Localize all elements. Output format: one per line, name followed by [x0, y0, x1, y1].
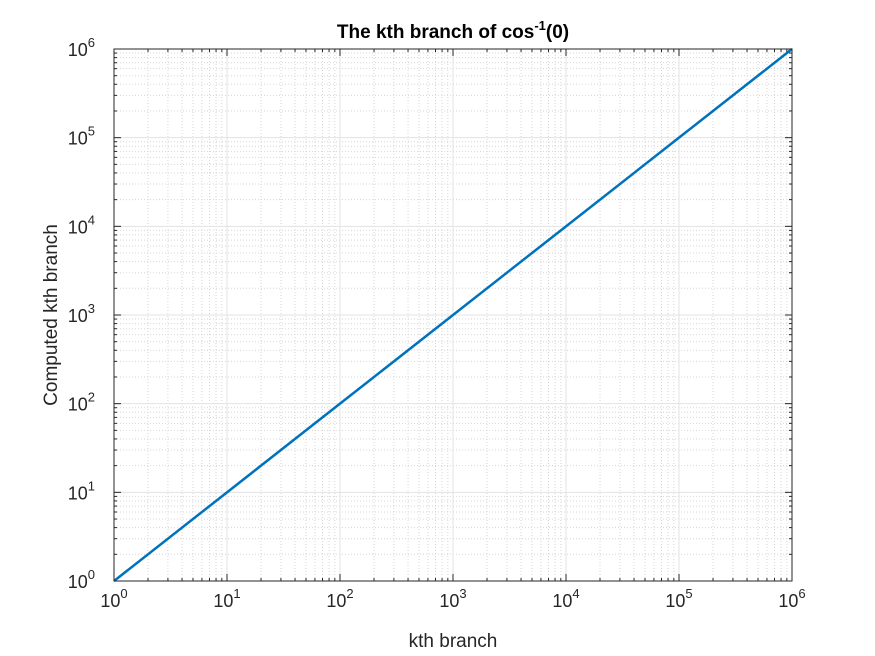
- x-tick-label: 103: [439, 586, 466, 611]
- x-tick-label: 104: [552, 586, 579, 611]
- x-tick-label: 102: [326, 586, 353, 611]
- y-tick-label: 100: [68, 567, 95, 592]
- chart-title-superscript: -1: [534, 18, 546, 33]
- x-tick-labels: 100 101 102 103 104 105 106: [100, 586, 805, 611]
- x-tick-label: 106: [778, 586, 805, 611]
- tick-marks: [113, 48, 793, 582]
- x-tick-label: 100: [100, 586, 127, 611]
- y-tick-label: 105: [68, 124, 95, 149]
- chart-title-suffix: (0): [546, 22, 569, 43]
- x-tick-label: 105: [665, 586, 692, 611]
- chart-title: The kth branch of cos-1(0): [337, 18, 569, 43]
- y-tick-label: 101: [68, 478, 95, 503]
- x-axis-label: kth branch: [409, 631, 498, 652]
- y-axis-label: Computed kth branch: [41, 224, 62, 406]
- x-tick-label: 101: [213, 586, 240, 611]
- y-tick-label: 106: [68, 35, 95, 60]
- y-tick-label: 104: [68, 212, 95, 237]
- series-layer: [113, 48, 793, 582]
- y-tick-labels: 100 101 102 103 104 105 106: [68, 35, 95, 592]
- series-line: [113, 48, 793, 582]
- y-tick-label: 103: [68, 301, 95, 326]
- y-tick-label: 102: [68, 390, 95, 415]
